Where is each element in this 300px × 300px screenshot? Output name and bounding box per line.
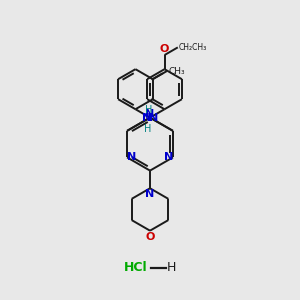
Text: N: N [149, 113, 158, 124]
Text: H: H [144, 124, 152, 134]
Text: H: H [167, 261, 176, 274]
Text: N: N [146, 109, 154, 119]
Text: O: O [160, 44, 169, 54]
Text: N: N [146, 190, 154, 200]
Text: O: O [145, 232, 155, 242]
Text: N: N [164, 152, 173, 162]
Text: H: H [145, 105, 153, 115]
Text: HCl: HCl [124, 261, 147, 274]
Text: CH₂CH₃: CH₂CH₃ [179, 43, 207, 52]
Text: N: N [142, 113, 151, 124]
Text: N: N [127, 152, 136, 162]
Text: CH₃: CH₃ [168, 67, 184, 76]
